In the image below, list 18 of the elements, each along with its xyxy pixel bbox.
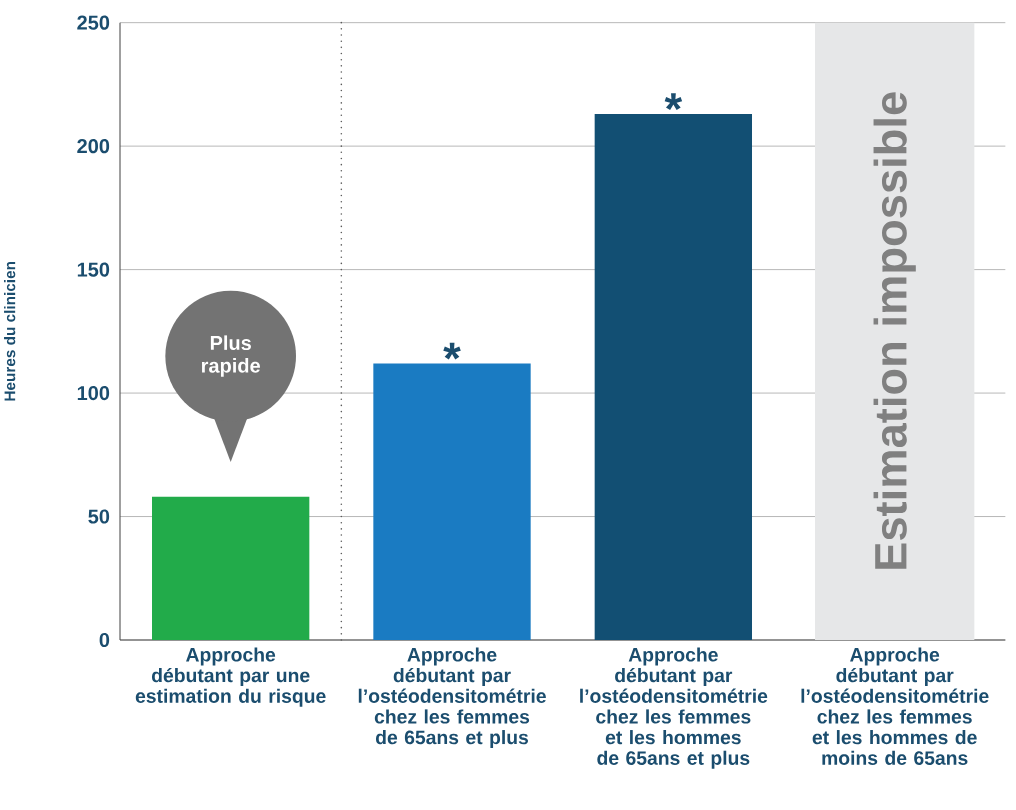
y-tick-label: 100	[77, 385, 110, 401]
y-tick-label: 50	[88, 509, 110, 524]
y-tick-label: 150	[77, 262, 110, 277]
annotation: Plus rapide	[201, 335, 260, 377]
bar	[373, 363, 531, 640]
x-tick-label: Approche débutant par une estimation du risque	[135, 647, 326, 707]
x-tick-label: Approche débutant par l’ostéodensitométrie chez les femmes de 65ans et plus	[358, 647, 546, 749]
band-label: Estimation impossible	[873, 92, 916, 569]
x-tick-label: Approche débutant par l’ostéodensitométrie chez les femmes et les hommes de 65ans et plus	[580, 647, 768, 769]
y-tick-label: 0	[99, 632, 110, 648]
bar	[152, 496, 310, 640]
annotation: *	[443, 342, 461, 360]
y-tick-label: 250	[77, 15, 110, 30]
y-tick-label: 200	[77, 139, 110, 154]
y-axis-title: Heures du clinicien	[4, 262, 16, 401]
annotation: *	[664, 93, 683, 111]
x-tick-label: Approche débutant par l’ostéodensitométrie chez les femmes et les hommes de moins de 65ans	[801, 647, 989, 765]
bar	[594, 114, 752, 640]
